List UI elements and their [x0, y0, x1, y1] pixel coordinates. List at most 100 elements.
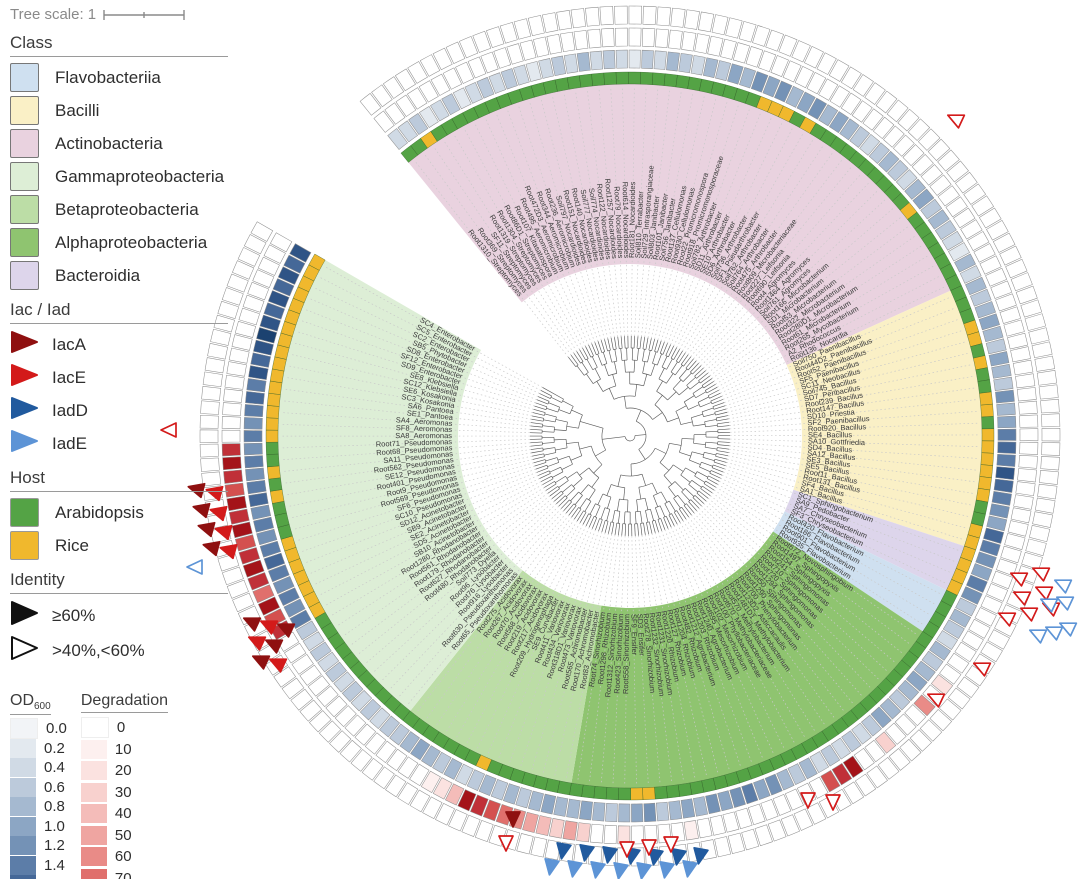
outer-ring-cell	[394, 68, 416, 92]
leader-line	[289, 353, 533, 413]
degradation-cell	[628, 27, 642, 47]
od600-cell	[259, 314, 281, 332]
od600-cell	[263, 302, 285, 320]
outer-ring-cell	[999, 245, 1022, 266]
od600-cell	[978, 313, 1000, 331]
degradation-tick: 60	[114, 848, 132, 866]
outer-ring-cell	[684, 9, 700, 30]
degradation-row: 70	[80, 868, 168, 879]
outer-ring-cell	[956, 676, 980, 699]
leader-line	[721, 296, 952, 397]
outer-ring-cell	[207, 342, 229, 360]
leader-line	[718, 275, 942, 391]
degradation-cell	[1019, 441, 1039, 455]
leader-line	[299, 468, 536, 553]
od600-cell	[325, 661, 347, 683]
degradation-cell	[533, 36, 550, 58]
od600-swatch	[10, 718, 38, 740]
degradation-swatch	[80, 847, 107, 867]
host-ring-cell	[268, 477, 283, 492]
od600-cell	[934, 219, 957, 240]
od600-cell	[841, 730, 862, 753]
leader-line	[397, 510, 564, 699]
degradation-cell	[223, 469, 243, 484]
od600-cell	[839, 118, 860, 141]
leader-line	[641, 88, 671, 337]
outer-ring-cell	[852, 74, 874, 97]
degradation-cell	[222, 456, 242, 471]
leader-line	[670, 526, 775, 756]
od600-cell	[277, 266, 300, 285]
leader-line	[453, 133, 580, 350]
od600-cell	[513, 64, 530, 86]
degradation-cell	[974, 607, 997, 627]
od600-cell	[796, 91, 816, 114]
leader-line	[721, 474, 953, 574]
identity-legend-item: ≥60%	[10, 600, 228, 631]
degradation-cell	[316, 685, 339, 708]
outer-ring-cell	[978, 207, 1002, 229]
degradation-cell	[573, 30, 589, 51]
leader-line	[443, 139, 577, 352]
degradation-cell	[307, 675, 330, 697]
degradation-cell	[874, 731, 897, 754]
degradation-cell	[929, 174, 952, 196]
od600-cell	[666, 51, 680, 72]
outer-ring-cell	[221, 566, 244, 586]
degradation-cell	[406, 87, 428, 110]
outer-ring-cell	[711, 14, 729, 36]
leader-line	[710, 495, 912, 646]
leader-line	[631, 535, 637, 786]
gene-triangle-iadD-filled	[693, 847, 709, 865]
outer-ring-cell	[556, 10, 573, 31]
leader-line	[296, 465, 535, 542]
degradation-cell	[980, 595, 1003, 615]
od600-cell	[997, 441, 1017, 454]
degradation-scale: Degradation 0102030405060708090100	[80, 692, 169, 879]
gene-triangle-iacE-open	[1019, 607, 1039, 622]
host-ring-cell	[675, 74, 690, 89]
od600-cell	[692, 796, 709, 817]
degradation-cell	[231, 521, 253, 539]
od600-cell	[668, 800, 683, 821]
od600-cell	[253, 516, 274, 533]
od600-cell	[243, 430, 263, 443]
outer-ring-cell	[570, 8, 586, 29]
od600-cell	[341, 680, 364, 703]
outer-ring-cell	[1005, 258, 1028, 279]
leader-line	[280, 423, 531, 434]
leader-line	[329, 487, 545, 617]
od600-cell	[653, 50, 667, 70]
od600-cell	[991, 363, 1012, 379]
degradation-cell	[1000, 545, 1022, 564]
od600-cell	[820, 744, 841, 767]
od600-cell	[995, 466, 1015, 480]
outer-ring-cell	[585, 6, 600, 27]
leader-line	[303, 472, 537, 564]
degradation-cell	[696, 817, 713, 839]
host-ring-cell	[677, 782, 693, 797]
outer-ring-cell	[499, 22, 518, 44]
od600-cell	[631, 803, 644, 823]
degradation-cell	[223, 388, 243, 403]
degradation-cell	[257, 256, 280, 276]
degradation-cell	[883, 125, 905, 148]
degradation-tick: 50	[114, 826, 132, 844]
leader-line	[695, 173, 862, 362]
od600-cell	[974, 301, 996, 319]
degradation-cell	[242, 294, 265, 313]
leader-line	[644, 534, 685, 782]
leader-line	[648, 534, 696, 780]
outer-ring-cell	[217, 300, 240, 319]
degradation-cell	[1013, 494, 1034, 510]
outer-ring-cell	[741, 828, 760, 851]
leader-line	[506, 108, 596, 343]
od600-row: 1.2	[10, 836, 67, 856]
host-color-swatch	[10, 498, 39, 527]
gene-triangle-iacE-open	[800, 792, 816, 809]
host-ring-cell	[652, 72, 666, 86]
od600-cell	[643, 802, 657, 823]
leader-line	[705, 500, 897, 664]
leader-line	[701, 505, 881, 682]
